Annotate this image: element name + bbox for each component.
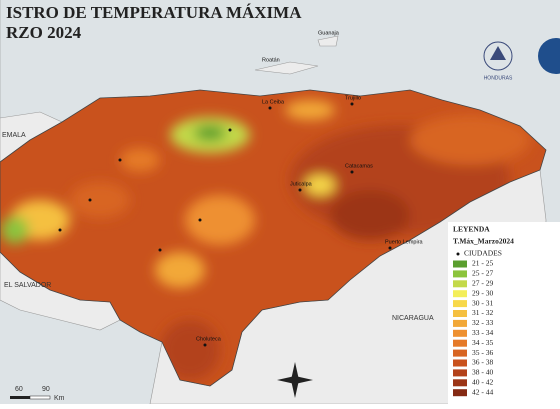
city-label: Trujillo [345,95,361,101]
city-label: Choluteca [196,336,222,342]
legend-swatch [453,280,467,288]
legend-subtitle: T.Máx_Marzo2024 [453,237,514,246]
legend-swatch [453,300,467,308]
legend-swatch [453,329,467,337]
scale-label: 90 [42,386,50,393]
city-symbol [456,252,460,256]
legend-swatch [453,339,467,347]
legend-label: 40 - 42 [472,378,493,387]
city-label: Puerto Lempira [385,239,424,245]
logo-label: HONDURAS [484,75,513,81]
legend-swatch [453,270,467,278]
legend-swatch [453,319,467,327]
legend-label: 30 - 31 [472,298,493,307]
islands [254,35,339,75]
legend-swatch [453,260,467,268]
legend-label: 42 - 44 [472,387,493,396]
legend-label: 27 - 29 [472,279,493,288]
legend-swatch [453,310,467,317]
compass [277,362,313,398]
legend: LEYENDA T.Máx_Marzo2024 CIUDADES 21 - 25… [448,222,560,404]
city-label: Catacamas [345,163,373,169]
country-label: EL SALVADOR [4,282,51,289]
legend-swatch [453,349,467,357]
legend-label: 25 - 27 [472,269,493,278]
map-title: ISTRO DE TEMPERATURA MÁXIMA [6,3,302,22]
legend-swatch [453,359,467,367]
legend-label: 29 - 30 [472,288,493,297]
legend-label: 38 - 40 [472,368,493,377]
city-label: La Ceiba [262,99,285,105]
scale-unit: Km [54,395,65,402]
scale-bar: 60 90 Km [10,386,65,402]
legend-label: 33 - 34 [472,328,493,337]
legend-label: 35 - 36 [472,348,493,357]
legend-label: 21 - 25 [472,259,493,268]
legend-label: 32 - 33 [472,318,493,327]
legend-cities: CIUDADES [464,249,502,258]
legend-title: LEYENDA [453,225,490,234]
island-label: Roatán [262,57,280,63]
legend-swatch [453,290,467,298]
map-subtitle: RZO 2024 [6,23,82,42]
city-label: Juticalpa [290,181,313,187]
legend-label: 36 - 38 [472,358,493,367]
legend-label: 34 - 35 [472,338,493,347]
legend-swatch [453,389,467,397]
logo: HONDURAS [483,38,560,81]
city-dots [58,102,392,347]
country-label: NICARAGUA [392,315,434,322]
country-label: EMALA [2,132,26,139]
scale-label: 60 [15,386,23,393]
island-label: Guanaja [318,30,340,36]
legend-label: 31 - 32 [472,308,493,317]
legend-swatch [453,379,467,387]
legend-swatch [453,369,467,377]
